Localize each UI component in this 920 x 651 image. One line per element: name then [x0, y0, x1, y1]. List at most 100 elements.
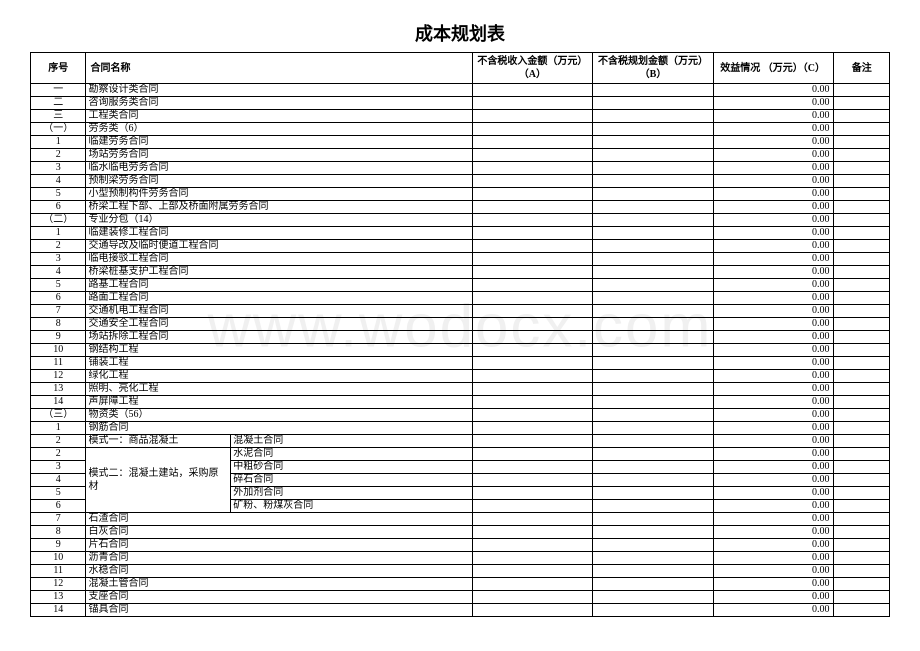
table-row: 13照明、亮化工程0.00 — [31, 383, 890, 396]
cell-c: 0.00 — [713, 526, 834, 539]
cell-seq: 10 — [31, 552, 86, 565]
cell-remark — [834, 292, 890, 305]
cell-seq: 1 — [31, 136, 86, 149]
cell-c: 0.00 — [713, 461, 834, 474]
cell-c: 0.00 — [713, 123, 834, 136]
cell-seq: 7 — [31, 513, 86, 526]
cell-a — [472, 461, 593, 474]
cell-name: 预制梁劳务合同 — [86, 175, 472, 188]
cell-remark — [834, 110, 890, 123]
cell-remark — [834, 175, 890, 188]
cell-a — [472, 175, 593, 188]
cell-c: 0.00 — [713, 84, 834, 97]
cell-name: 场站拆除工程合同 — [86, 331, 472, 344]
table-row: 2模式一：商品混凝土混凝土合同0.00 — [31, 435, 890, 448]
cell-c: 0.00 — [713, 513, 834, 526]
cell-remark — [834, 201, 890, 214]
cell-a — [472, 500, 593, 513]
cell-name: 物资类（56） — [86, 409, 472, 422]
cell-seq: 8 — [31, 526, 86, 539]
cell-a — [472, 539, 593, 552]
cell-name: 专业分包（14） — [86, 214, 472, 227]
cell-c: 0.00 — [713, 591, 834, 604]
cell-b — [593, 448, 714, 461]
cell-name: 交通导改及临时便道工程合同 — [86, 240, 472, 253]
cell-name: 交通安全工程合同 — [86, 318, 472, 331]
cell-remark — [834, 227, 890, 240]
cell-name: 路面工程合同 — [86, 292, 472, 305]
cell-remark — [834, 526, 890, 539]
cell-a — [472, 149, 593, 162]
cell-name: 桥梁工程下部、上部及桥面附属劳务合同 — [86, 201, 472, 214]
cell-c: 0.00 — [713, 266, 834, 279]
cell-c: 0.00 — [713, 279, 834, 292]
cell-b — [593, 357, 714, 370]
cell-remark — [834, 136, 890, 149]
cell-b — [593, 396, 714, 409]
cell-seq: 1 — [31, 227, 86, 240]
cell-remark — [834, 591, 890, 604]
table-row: 7石渣合同0.00 — [31, 513, 890, 526]
cell-b — [593, 175, 714, 188]
table-row: 14声屏障工程0.00 — [31, 396, 890, 409]
cell-remark — [834, 396, 890, 409]
cell-seq: 8 — [31, 318, 86, 331]
cell-remark — [834, 84, 890, 97]
cell-remark — [834, 97, 890, 110]
cell-b — [593, 461, 714, 474]
cell-seq: 2 — [31, 448, 86, 461]
cell-a — [472, 370, 593, 383]
cell-c: 0.00 — [713, 110, 834, 123]
cell-c: 0.00 — [713, 253, 834, 266]
cell-b — [593, 552, 714, 565]
cell-c: 0.00 — [713, 357, 834, 370]
cell-seq: 9 — [31, 539, 86, 552]
cell-seq: 3 — [31, 162, 86, 175]
cell-c: 0.00 — [713, 149, 834, 162]
cell-c: 0.00 — [713, 435, 834, 448]
cell-name: 沥青合同 — [86, 552, 472, 565]
cell-seq: 二 — [31, 97, 86, 110]
cell-mode2-item: 矿粉、粉煤灰合同 — [231, 500, 472, 513]
cell-c: 0.00 — [713, 383, 834, 396]
cell-a — [472, 487, 593, 500]
cell-b — [593, 474, 714, 487]
cell-seq: 9 — [31, 331, 86, 344]
cell-b — [593, 227, 714, 240]
cell-name: 白灰合同 — [86, 526, 472, 539]
cell-a — [472, 305, 593, 318]
cell-c: 0.00 — [713, 448, 834, 461]
table-row: 8白灰合同 0.00 — [31, 526, 890, 539]
cell-mode2-item: 外加剂合同 — [231, 487, 472, 500]
cell-c: 0.00 — [713, 188, 834, 201]
cell-a — [472, 318, 593, 331]
table-row: 5小型预制构件劳务合同0.00 — [31, 188, 890, 201]
cell-remark — [834, 214, 890, 227]
header-row: 序号 合同名称 不含税收入金额（万元） （A） 不含税规划金额（万元） （B） … — [31, 53, 890, 84]
cell-a — [472, 435, 593, 448]
table-row: 6桥梁工程下部、上部及桥面附属劳务合同0.00 — [31, 201, 890, 214]
cell-name: 交通机电工程合同 — [86, 305, 472, 318]
cell-b — [593, 123, 714, 136]
cell-a — [472, 84, 593, 97]
cell-remark — [834, 604, 890, 617]
cell-a — [472, 266, 593, 279]
cell-seq: 2 — [31, 149, 86, 162]
cell-name: 钢筋合同 — [86, 422, 472, 435]
cell-mode1-item: 混凝土合同 — [231, 435, 472, 448]
cell-name: 铺装工程 — [86, 357, 472, 370]
cell-b — [593, 240, 714, 253]
cell-seq: 5 — [31, 487, 86, 500]
table-row: 4桥梁桩基支护工程合同0.00 — [31, 266, 890, 279]
cell-seq: 4 — [31, 474, 86, 487]
cell-name: 临建劳务合同 — [86, 136, 472, 149]
cell-c: 0.00 — [713, 422, 834, 435]
cell-seq: 3 — [31, 253, 86, 266]
table-row: 二咨询服务类合同0.00 — [31, 97, 890, 110]
cell-b — [593, 383, 714, 396]
table-row: 10沥青合同0.00 — [31, 552, 890, 565]
cell-a — [472, 253, 593, 266]
cell-seq: 14 — [31, 604, 86, 617]
table-row: 6路面工程合同0.00 — [31, 292, 890, 305]
cell-seq: 13 — [31, 591, 86, 604]
